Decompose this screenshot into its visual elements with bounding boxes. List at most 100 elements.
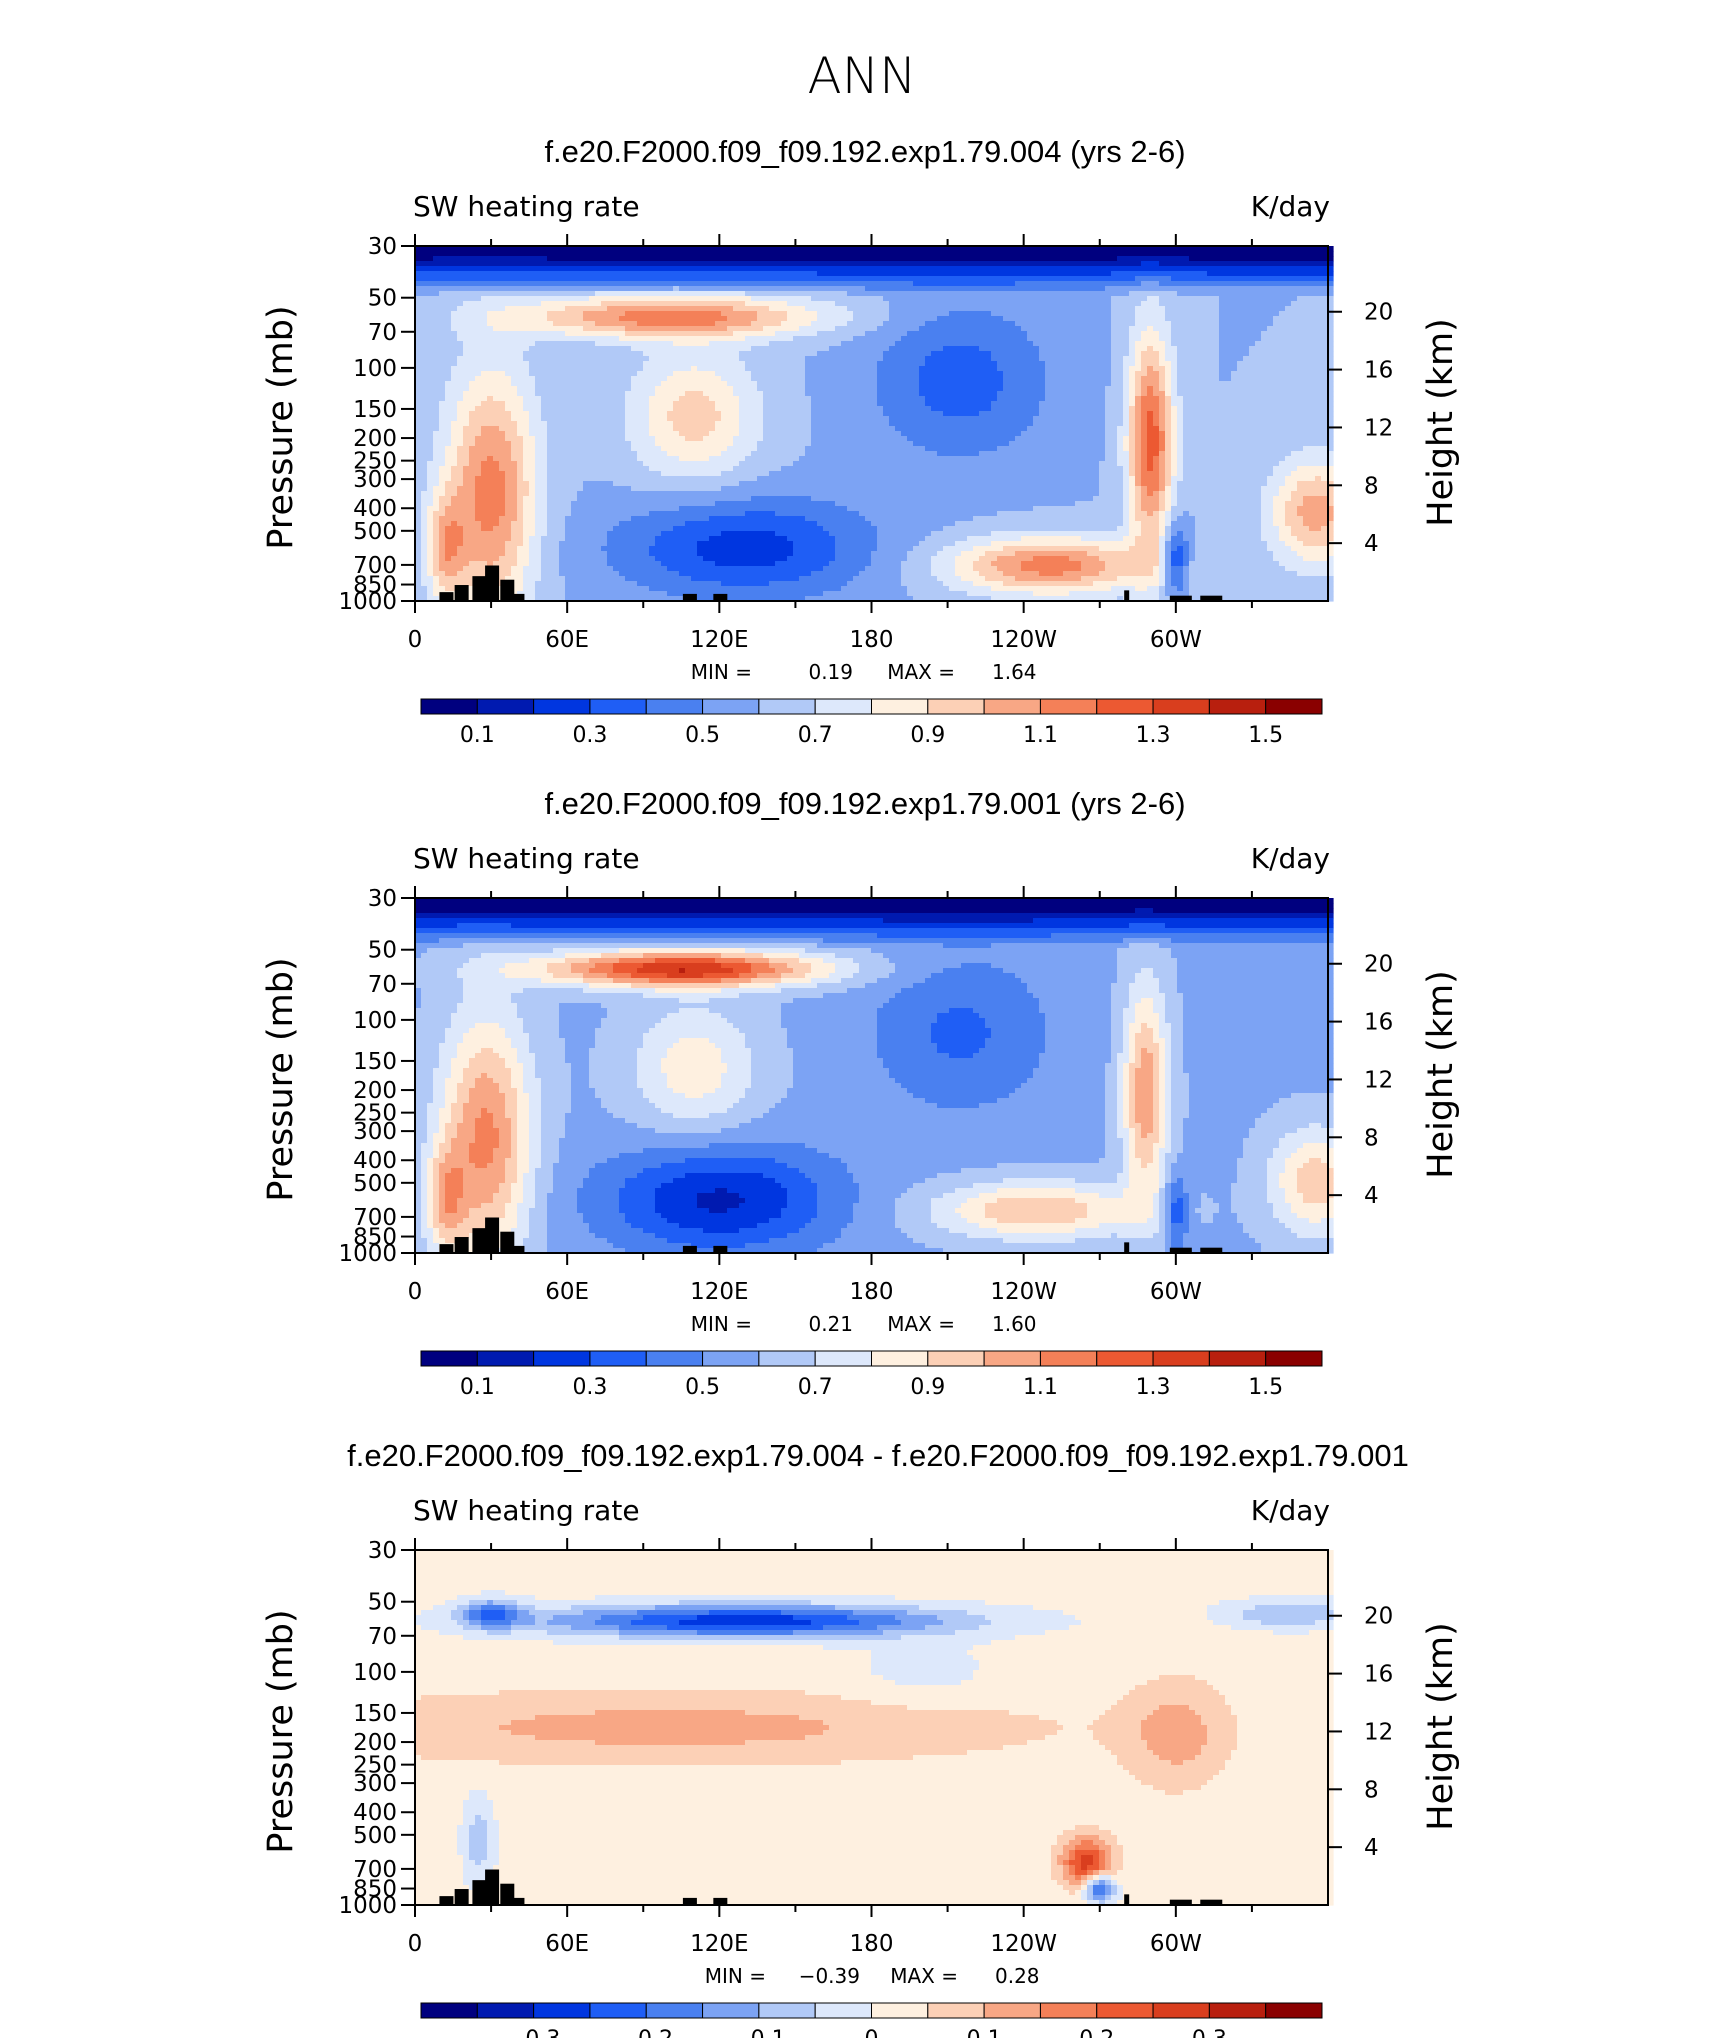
contour-cell	[1297, 341, 1304, 347]
contour-cell	[1159, 286, 1166, 292]
contour-cell	[763, 271, 770, 277]
contour-cell	[727, 331, 734, 337]
contour-cell	[481, 286, 488, 292]
contour-cell	[595, 366, 602, 372]
contour-cell	[1237, 301, 1244, 307]
contour-cell	[1297, 281, 1304, 287]
contour-cell	[1273, 341, 1280, 347]
contour-cell	[1243, 346, 1250, 352]
contour-cell	[787, 371, 794, 377]
contour-cell	[445, 306, 452, 312]
contour-cell	[1153, 331, 1160, 337]
contour-cell	[1045, 326, 1052, 332]
contour-cell	[1315, 336, 1322, 342]
contour-cell	[547, 351, 554, 357]
contour-cell	[997, 306, 1004, 312]
contour-cell	[1111, 341, 1118, 347]
contour-cell	[997, 346, 1004, 352]
contour-cell	[451, 396, 458, 402]
contour-cell	[811, 366, 818, 372]
contour-cell	[1267, 381, 1274, 387]
contour-cell	[799, 356, 806, 362]
contour-cell	[1045, 266, 1052, 272]
contour-cell	[601, 296, 608, 302]
contour-cell	[1327, 311, 1334, 317]
contour-cell	[1159, 301, 1166, 307]
contour-cell	[1129, 361, 1136, 367]
contour-cell	[1177, 366, 1184, 372]
contour-cell	[1111, 281, 1118, 287]
contour-cell	[949, 316, 956, 322]
contour-cell	[1039, 271, 1046, 277]
contour-cell	[775, 266, 782, 272]
contour-cell	[853, 336, 860, 342]
contour-cell	[823, 311, 830, 317]
contour-cell	[547, 331, 554, 337]
contour-cell	[433, 391, 440, 397]
contour-cell	[1123, 391, 1130, 397]
contour-cell	[775, 371, 782, 377]
contour-cell	[811, 276, 818, 282]
contour-cell	[589, 316, 596, 322]
contour-cell	[1135, 401, 1142, 407]
contour-cell	[1291, 251, 1298, 257]
contour-cell	[553, 256, 560, 262]
contour-cell	[1261, 396, 1268, 402]
contour-cell	[1327, 306, 1334, 312]
contour-cell	[853, 296, 860, 302]
contour-cell	[1087, 366, 1094, 372]
contour-cell	[877, 396, 884, 402]
contour-cell	[925, 386, 932, 392]
contour-cell	[1045, 341, 1052, 347]
contour-cell	[919, 331, 926, 337]
contour-cell	[691, 401, 698, 407]
contour-cell	[469, 371, 476, 377]
contour-cell	[727, 256, 734, 262]
contour-cell	[517, 311, 524, 317]
contour-cell	[1039, 246, 1046, 252]
contour-cell	[805, 381, 812, 387]
contour-cell	[757, 396, 764, 402]
contour-cell	[529, 351, 536, 357]
contour-cell	[973, 401, 980, 407]
contour-cell	[547, 326, 554, 332]
contour-cell	[1117, 331, 1124, 337]
contour-cell	[805, 286, 812, 292]
contour-cell	[895, 356, 902, 362]
contour-cell	[1165, 356, 1172, 362]
contour-cell	[1177, 371, 1184, 377]
contour-cell	[1225, 246, 1232, 252]
contour-cell	[859, 391, 866, 397]
contour-cell	[1231, 371, 1238, 377]
contour-cell	[1015, 346, 1022, 352]
contour-cell	[499, 251, 506, 257]
contour-cell	[751, 341, 758, 347]
contour-cell	[1159, 251, 1166, 257]
contour-cell	[1075, 346, 1082, 352]
contour-cell	[1033, 351, 1040, 357]
contour-cell	[589, 311, 596, 317]
contour-cell	[1243, 286, 1250, 292]
contour-cell	[829, 306, 836, 312]
contour-cell	[673, 311, 680, 317]
contour-cell	[499, 351, 506, 357]
contour-cell	[709, 296, 716, 302]
contour-cell	[493, 386, 500, 392]
contour-cell	[649, 401, 656, 407]
contour-cell	[1261, 401, 1268, 407]
contour-cell	[1261, 246, 1268, 252]
contour-cell	[493, 311, 500, 317]
contour-cell	[1135, 376, 1142, 382]
contour-cell	[1057, 356, 1064, 362]
contour-cell	[1015, 261, 1022, 267]
contour-cell	[1327, 336, 1334, 342]
contour-cell	[619, 391, 626, 397]
contour-cell	[871, 341, 878, 347]
contour-cell	[721, 301, 728, 307]
contour-cell	[619, 256, 626, 262]
contour-cell	[859, 316, 866, 322]
contour-cell	[757, 301, 764, 307]
contour-cell	[883, 321, 890, 327]
contour-cell	[661, 366, 668, 372]
contour-cell	[781, 346, 788, 352]
